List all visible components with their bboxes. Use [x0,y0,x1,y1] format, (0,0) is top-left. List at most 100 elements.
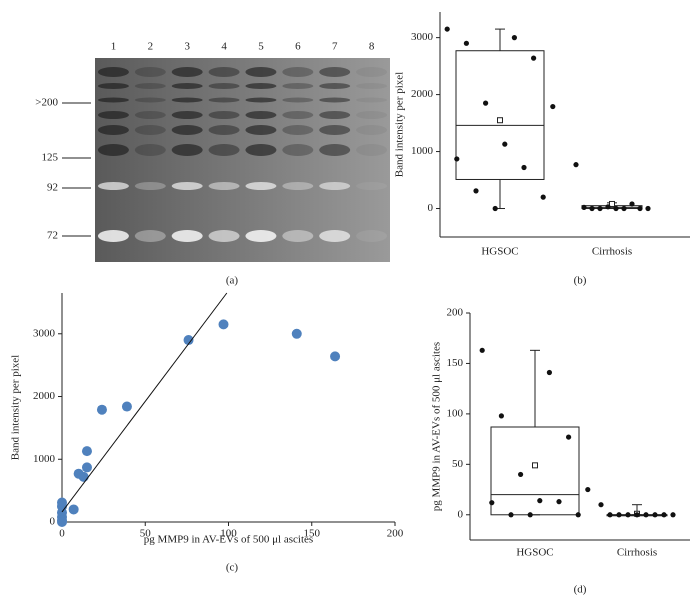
data-point [629,201,635,207]
gel-band [319,97,351,103]
data-point [68,504,79,515]
gel-band [97,67,129,77]
gel-band [208,111,240,119]
x-tick-label: Cirrhosis [592,246,632,258]
gel-band [134,67,166,77]
gel-band [171,67,203,77]
gel-band [97,182,129,190]
y-tick-label: 1000 [411,145,434,157]
data-point [81,446,92,457]
y-tick-label: 1000 [33,453,56,465]
lane-label: 2 [148,41,154,53]
marker-label: >200 [35,97,58,109]
x-axis-label: pg MMP9 in AV-EVs of 500 μl ascites [144,534,313,546]
data-point [527,512,533,518]
gel-band [319,111,351,119]
data-point [575,512,581,518]
gel-band [356,111,388,119]
x-tick-label: Cirrhosis [617,547,657,559]
lane-label: 8 [369,41,375,53]
gel-band [245,144,277,156]
data-point [634,512,640,518]
x-tick-label: 100 [220,528,237,540]
data-point [492,205,498,212]
data-point [550,103,556,110]
data-point [454,156,460,162]
y-axis-label: pg MMP9 in AV-EVs of 500 μl ascites [431,342,443,511]
y-axis-label: Band intensity per pixel [394,72,406,177]
gel-band [282,97,314,103]
gel-band [356,83,388,89]
marker-label: 72 [47,230,58,242]
gel-band [171,83,203,89]
gel-band [208,182,240,190]
gel-band [208,230,240,242]
data-point [573,162,579,168]
gel-band [208,144,240,156]
gel-band [356,182,388,190]
data-point [546,369,553,376]
gel-band [282,83,314,89]
data-point [531,55,537,61]
data-point [483,100,489,106]
x-tick-label: HGSOC [481,246,518,258]
data-point [218,319,229,330]
box [455,50,545,180]
lane-label: 4 [221,41,227,53]
y-tick-label: 2000 [33,390,56,402]
gel-band [97,83,129,89]
gel-band [134,144,166,156]
x-tick-label: 50 [140,528,152,540]
y-tick-label: 0 [458,508,464,520]
data-point [444,26,450,32]
data-point [502,141,508,147]
panel-caption: (d) [574,584,587,596]
gel-band [245,182,277,190]
x-tick-label: 200 [387,528,404,540]
data-point [479,347,485,353]
gel-band [208,83,240,89]
lane-label: 5 [258,41,264,53]
mean [532,462,538,469]
gel-band [282,67,314,77]
y-tick-label: 50 [452,458,464,470]
data-point [81,462,92,473]
gel-band [97,111,129,119]
gel-band [97,230,129,242]
data-point [621,205,627,212]
gel-band [97,97,129,103]
gel-band [134,111,166,119]
gel-band [319,83,351,89]
lane-label: 1 [111,41,117,53]
data-point [489,500,495,506]
panel-caption: (c) [226,562,239,574]
x-tick-label: HGSOC [516,547,553,559]
data-point [330,351,341,362]
panel-caption: (a) [226,275,239,287]
marker-label: 125 [42,152,59,164]
data-point [607,512,613,518]
data-point [597,205,603,212]
gel-band [245,111,277,119]
gel-band [134,182,166,190]
data-point [463,40,469,46]
data-point [291,328,302,339]
gel-band [282,182,314,190]
gel-band [171,97,203,103]
gel-band [356,97,388,103]
gel-band [171,125,203,135]
mean [609,200,615,207]
data-point [616,512,622,518]
y-tick-label: 0 [428,202,434,214]
gel-band [319,144,351,156]
gel-band [97,144,129,156]
gel-band [171,111,203,119]
x-tick-label: 150 [304,528,321,540]
gel-image [95,58,390,262]
gel-band [356,230,388,242]
y-axis-label: Band intensity per pixel [10,355,22,460]
gel-band [171,230,203,242]
gel-band [282,230,314,242]
data-point [78,471,89,482]
